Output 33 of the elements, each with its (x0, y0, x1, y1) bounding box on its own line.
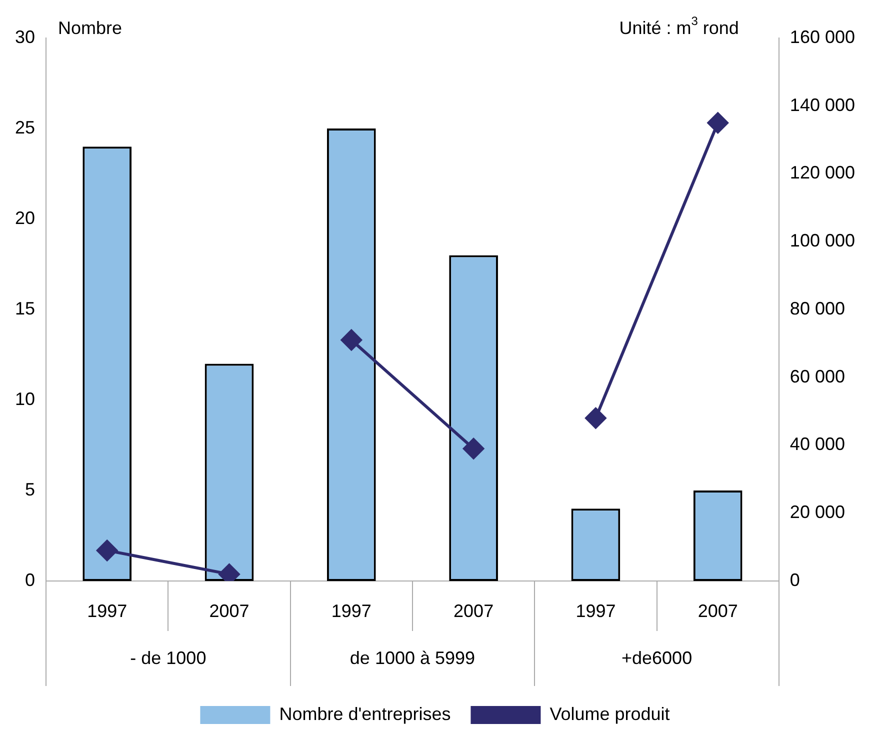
y2-tick-label: 20 000 (790, 502, 845, 522)
point (340, 330, 362, 351)
y2-tick-label: 160 000 (790, 26, 856, 47)
y-tick-label: 5 (25, 479, 36, 500)
legend-label: Nombre d'entreprises (279, 704, 451, 724)
point (585, 408, 606, 429)
y-tick-label: 15 (14, 298, 36, 318)
y-tick-label: 10 (14, 388, 36, 409)
y-axis-title: Nombre (58, 18, 122, 38)
x-tick-label: 1997 (87, 600, 128, 621)
y2-tick-label: 40 000 (790, 434, 845, 454)
y2-tick-label: 0 (790, 570, 800, 590)
text: - de 1000 (130, 648, 206, 668)
y2-tick-label: 120 000 (790, 162, 856, 183)
legend-label: Volume produit (550, 704, 670, 724)
x-tick-label: 2007 (209, 600, 250, 621)
y-tick-label: 30 (14, 26, 36, 47)
point (96, 540, 118, 561)
y2-tick-label: 140 000 (790, 94, 856, 115)
y-tick-label: 25 (14, 117, 36, 138)
y2-tick-label: 60 000 (790, 366, 845, 386)
text: de 1000 à 5999 (350, 648, 476, 668)
x-tick-label: 2007 (698, 600, 738, 621)
y-tick-label: 0 (25, 570, 36, 590)
point (707, 112, 728, 134)
text: +de6000 (621, 648, 692, 668)
x-tick-label: 1997 (576, 600, 616, 621)
y2-tick-label: 100 000 (790, 230, 856, 251)
point (463, 438, 484, 460)
y2-tick-label: 80 000 (790, 298, 845, 318)
x-tick-label: 2007 (454, 600, 494, 621)
x-tick-label: 1997 (331, 600, 372, 621)
y-tick-label: 20 (14, 208, 36, 228)
